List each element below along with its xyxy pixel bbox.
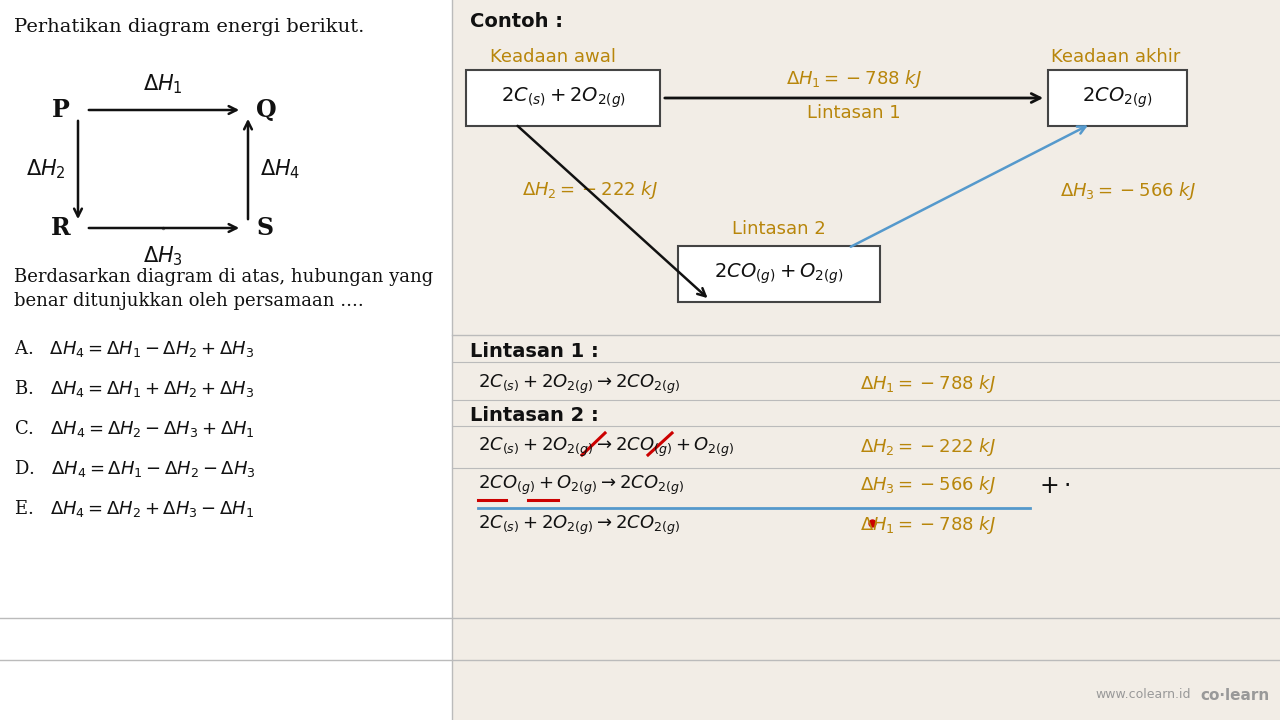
Text: C.   $\Delta H_4 = \Delta H_2 - \Delta H_3 + \Delta H_1$: C. $\Delta H_4 = \Delta H_2 - \Delta H_3…	[14, 418, 255, 439]
Text: Perhatikan diagram energi berikut.: Perhatikan diagram energi berikut.	[14, 18, 365, 36]
Text: D.   $\Delta H_4 = \Delta H_1 - \Delta H_2 - \Delta H_3$: D. $\Delta H_4 = \Delta H_1 - \Delta H_2…	[14, 458, 256, 479]
Text: co·learn: co·learn	[1201, 688, 1270, 703]
Text: R: R	[50, 216, 70, 240]
Text: $\Delta H_2 = - 222\ kJ$: $\Delta H_2 = - 222\ kJ$	[522, 179, 658, 201]
Text: $2C_{(s)} + 2O_{2(g)} \rightarrow 2CO_{2(g)}$: $2C_{(s)} + 2O_{2(g)} \rightarrow 2CO_{2…	[477, 373, 680, 396]
Text: Lintasan 1: Lintasan 1	[808, 104, 901, 122]
Text: Lintasan 1 :: Lintasan 1 :	[470, 342, 599, 361]
FancyBboxPatch shape	[678, 246, 881, 302]
FancyBboxPatch shape	[466, 70, 660, 126]
Text: $\Delta H_1$: $\Delta H_1$	[143, 73, 183, 96]
Text: $2C_{(s)} + 2O_{2(g)} \rightarrow 2CO_{(g)} + O_{2(g)}$: $2C_{(s)} + 2O_{2(g)} \rightarrow 2CO_{(…	[477, 436, 735, 459]
Text: $\Delta H_4$: $\Delta H_4$	[260, 157, 301, 181]
Text: Contoh :: Contoh :	[470, 12, 563, 31]
Text: Berdasarkan diagram di atas, hubungan yang: Berdasarkan diagram di atas, hubungan ya…	[14, 268, 433, 286]
Text: ·: ·	[1062, 474, 1070, 498]
Text: Keadaan awal: Keadaan awal	[490, 48, 616, 66]
Text: Lintasan 2 :: Lintasan 2 :	[470, 406, 599, 425]
Text: $2CO_{(g)} + O_{2(g)} \rightarrow 2CO_{2(g)}$: $2CO_{(g)} + O_{2(g)} \rightarrow 2CO_{2…	[477, 474, 685, 498]
Text: +: +	[1039, 474, 1060, 498]
Text: S: S	[256, 216, 273, 240]
Text: A.   $\Delta H_4 = \Delta H_1 - \Delta H_2 + \Delta H_3$: A. $\Delta H_4 = \Delta H_1 - \Delta H_2…	[14, 338, 255, 359]
Text: benar ditunjukkan oleh persamaan ....: benar ditunjukkan oleh persamaan ....	[14, 292, 364, 310]
Text: $2CO_{(g)} +O_{2(g)}$: $2CO_{(g)} +O_{2(g)}$	[714, 262, 844, 287]
Text: P: P	[52, 98, 70, 122]
FancyBboxPatch shape	[0, 0, 452, 720]
Text: $\Delta H_2$: $\Delta H_2$	[26, 157, 67, 181]
Text: Keadaan akhir: Keadaan akhir	[1051, 48, 1180, 66]
Text: E.   $\Delta H_4 = \Delta H_2 + \Delta H_3 - \Delta H_1$: E. $\Delta H_4 = \Delta H_2 + \Delta H_3…	[14, 498, 255, 519]
Text: $2C_{(s)} + 2O_{2(g)} \rightarrow 2CO_{2(g)}$: $2C_{(s)} + 2O_{2(g)} \rightarrow 2CO_{2…	[477, 514, 680, 537]
Text: Q: Q	[256, 98, 276, 122]
Text: $\Delta H_3 = - 566\ kJ$: $\Delta H_3 = - 566\ kJ$	[860, 474, 996, 496]
Text: $\Delta H_3$: $\Delta H_3$	[143, 244, 183, 268]
Text: $\Delta H_1 = -788\ kJ$: $\Delta H_1 = -788\ kJ$	[860, 373, 996, 395]
Text: $\Delta H_2 = -222\ kJ$: $\Delta H_2 = -222\ kJ$	[860, 436, 996, 458]
Text: $2C_{(s)} + 2O_{2(g)}$: $2C_{(s)} + 2O_{2(g)}$	[500, 86, 626, 110]
Text: www.colearn.id: www.colearn.id	[1094, 688, 1190, 701]
FancyBboxPatch shape	[1048, 70, 1187, 126]
Text: $2CO_{2(g)}$: $2CO_{2(g)}$	[1083, 86, 1152, 110]
Text: $\Delta H_3 = - 566\ kJ$: $\Delta H_3 = - 566\ kJ$	[1060, 180, 1196, 202]
Text: $\Delta H_1 = -788\ kJ$: $\Delta H_1 = -788\ kJ$	[786, 68, 922, 90]
Text: Lintasan 2: Lintasan 2	[732, 220, 826, 238]
Text: $\Delta H_1 = -788\ kJ$: $\Delta H_1 = -788\ kJ$	[860, 514, 996, 536]
FancyBboxPatch shape	[452, 0, 1280, 720]
Text: B.   $\Delta H_4 = \Delta H_1 + \Delta H_2 + \Delta H_3$: B. $\Delta H_4 = \Delta H_1 + \Delta H_2…	[14, 378, 255, 399]
